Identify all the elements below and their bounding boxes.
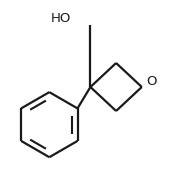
Text: HO: HO bbox=[51, 12, 72, 25]
Text: O: O bbox=[146, 74, 157, 88]
